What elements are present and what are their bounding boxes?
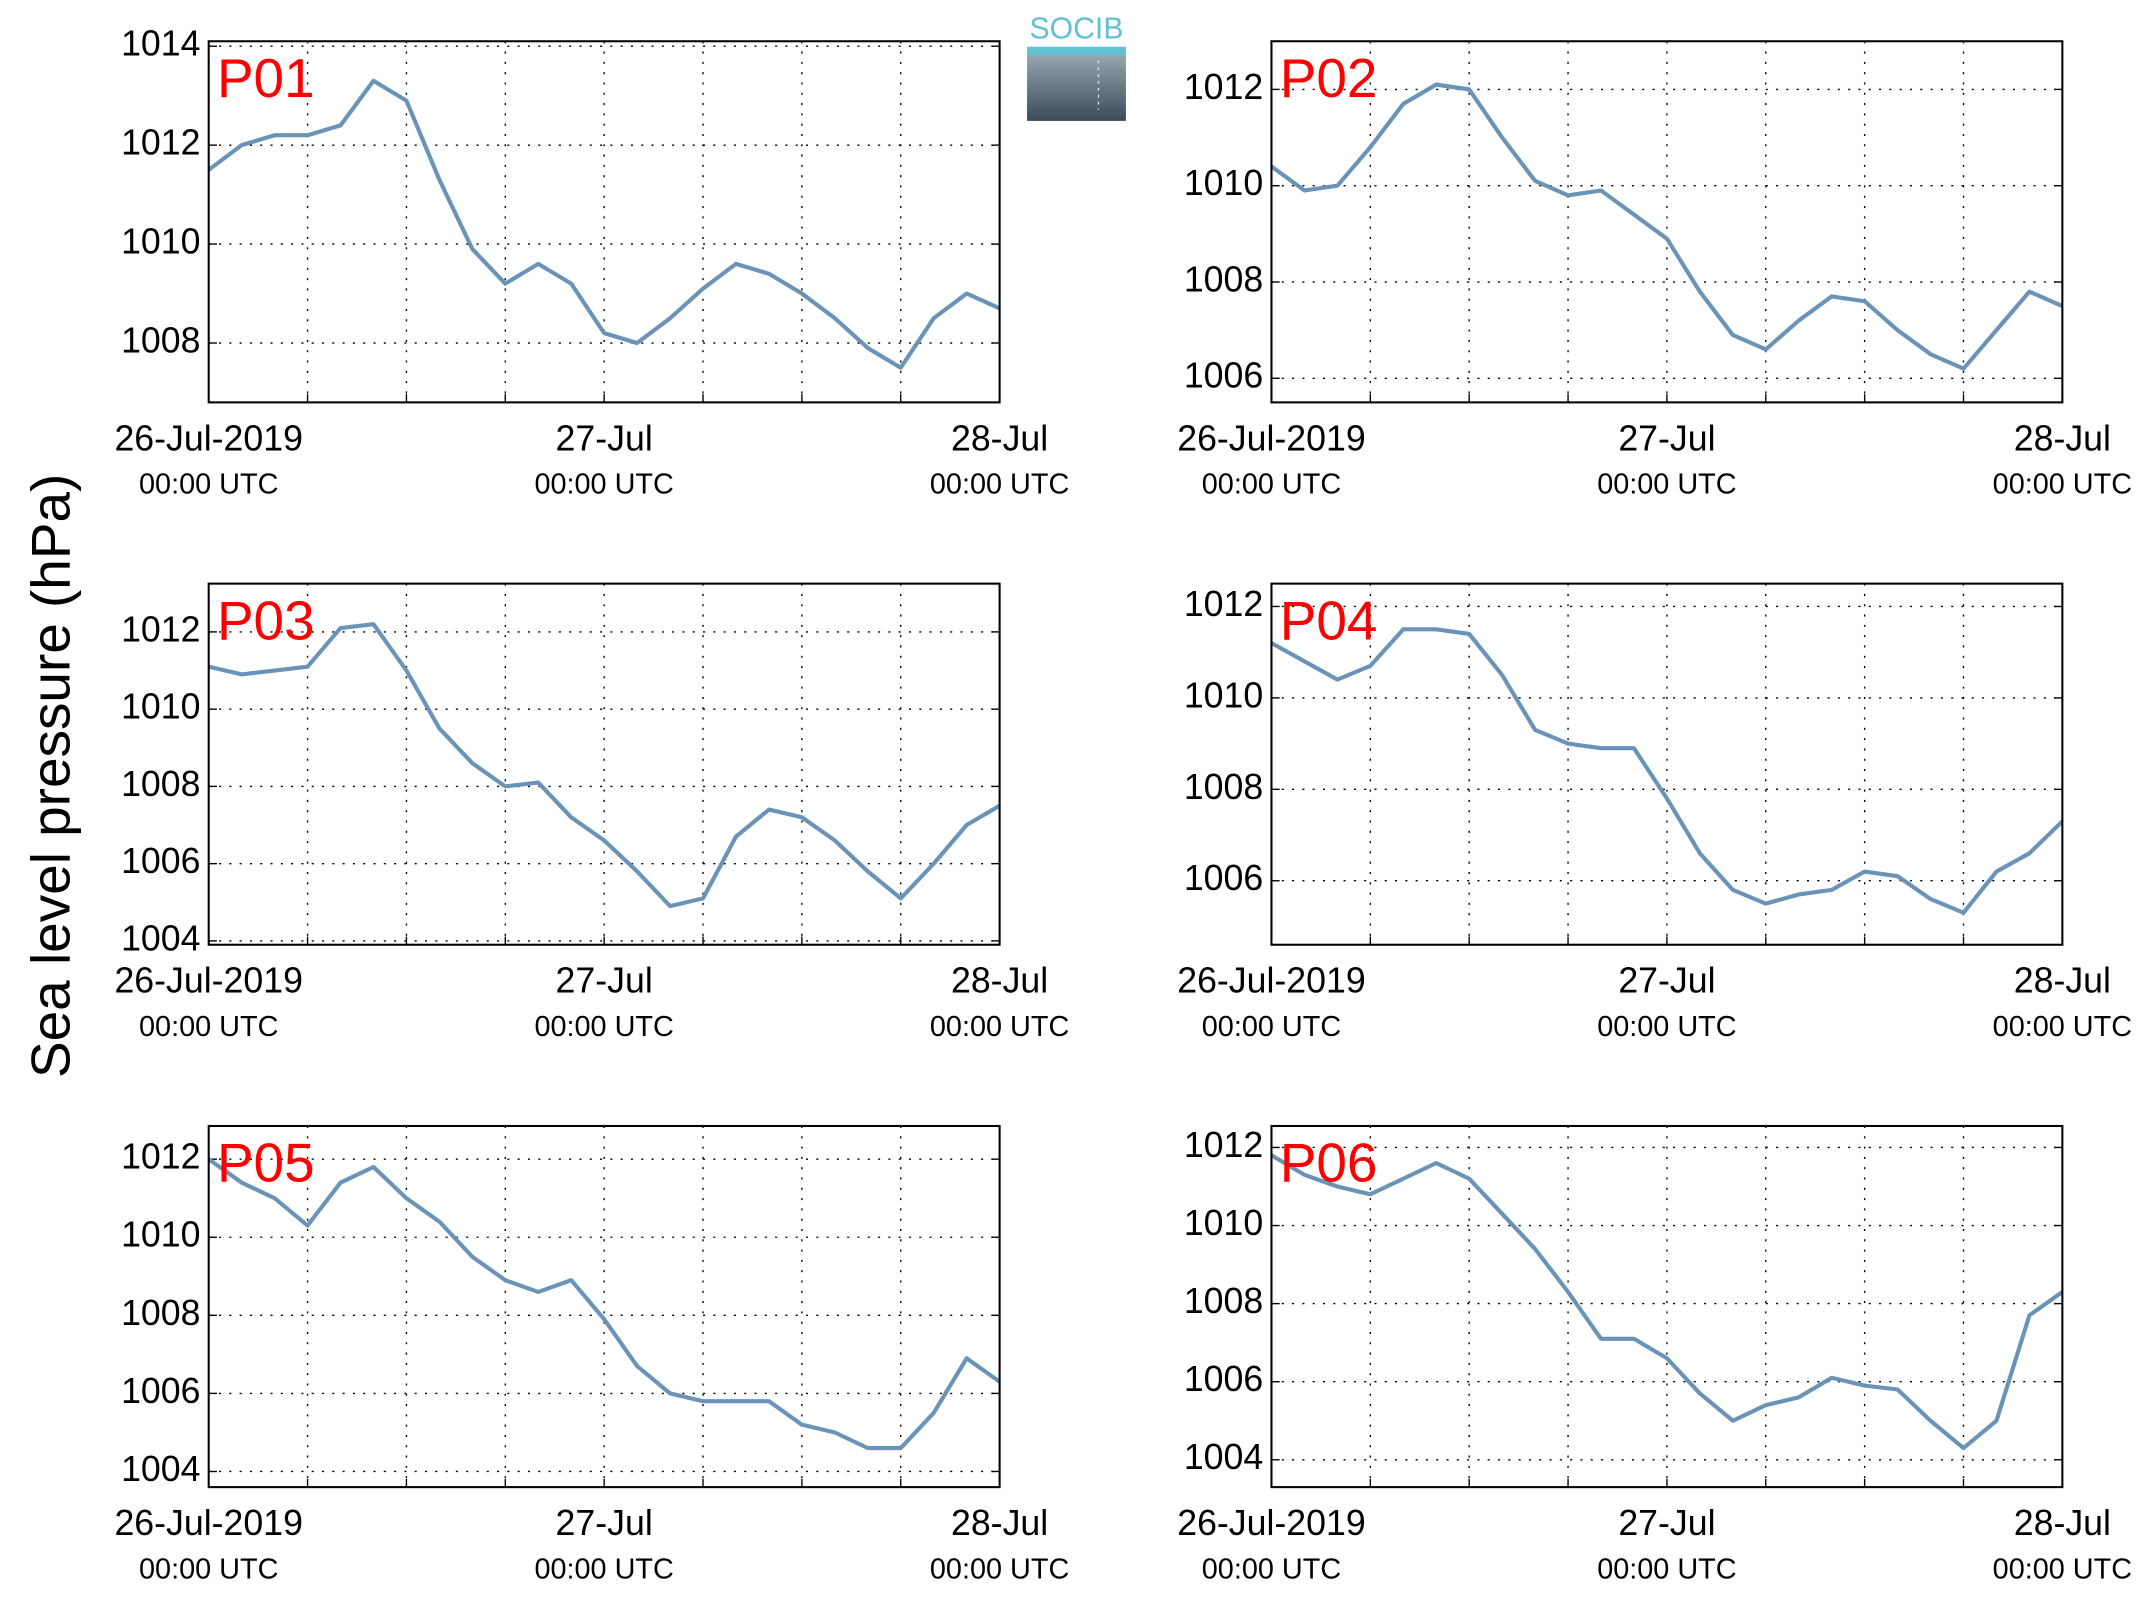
data-line	[208, 1157, 1000, 1451]
x-tick-label: 27-Jul	[556, 418, 653, 458]
x-tick-sublabel: 00:00 UTC	[1597, 469, 1736, 501]
y-tick-label: 1008	[121, 320, 200, 360]
x-tick-sublabel: 00:00 UTC	[1202, 469, 1341, 501]
x-tick-sublabel: 00:00 UTC	[1597, 1553, 1736, 1585]
y-tick-label: 1010	[121, 1215, 200, 1255]
y-tick-label: 1010	[1184, 1203, 1263, 1243]
y-tick-label: 1012	[1184, 584, 1263, 624]
y-tick-label: 1004	[121, 1449, 200, 1489]
plot-frame	[1270, 1124, 2064, 1489]
y-tick-label: 1008	[121, 764, 200, 804]
x-tick-sublabel: 00:00 UTC	[930, 1011, 1069, 1043]
plot-frame	[207, 1124, 1001, 1489]
y-tick-label: 1006	[1184, 356, 1263, 396]
logo-band	[1027, 46, 1126, 55]
x-tick-sublabel: 00:00 UTC	[1597, 1011, 1736, 1043]
logo-block	[1027, 52, 1126, 121]
x-tick-label: 28-Jul	[951, 418, 1048, 458]
plot-frame	[1270, 582, 2064, 946]
y-tick-label: 1008	[1184, 1281, 1263, 1321]
x-tick-sublabel: 00:00 UTC	[534, 469, 673, 501]
x-tick-label: 27-Jul	[1618, 961, 1715, 1001]
plot-frame	[207, 40, 1001, 404]
x-tick-sublabel: 00:00 UTC	[930, 1553, 1069, 1585]
x-tick-label: 26-Jul-2019	[114, 961, 302, 1001]
y-tick-label: 1004	[121, 918, 200, 958]
x-tick-sublabel: 00:00 UTC	[139, 469, 278, 501]
x-tick-sublabel: 00:00 UTC	[1202, 1011, 1341, 1043]
y-tick-label: 1012	[1184, 1125, 1263, 1165]
x-tick-label: 26-Jul-2019	[1177, 961, 1365, 1001]
x-tick-sublabel: 00:00 UTC	[534, 1553, 673, 1585]
panel: 1008 1010 1012 1014 26-Jul-2019 00:00 UTC 27-J…	[114, 24, 1069, 501]
x-tick-label: 27-Jul	[1618, 1503, 1715, 1543]
y-tick-label: 1012	[121, 123, 200, 163]
y-tick-label: 1014	[121, 24, 200, 64]
y-tick-label: 1012	[121, 609, 200, 649]
x-tick-label: 27-Jul	[1618, 418, 1715, 458]
x-tick-label: 26-Jul-2019	[114, 1503, 302, 1543]
y-tick-label: 1006	[121, 1371, 200, 1411]
y-tick-label: 1010	[121, 687, 200, 727]
x-tick-label: 28-Jul	[951, 1503, 1048, 1543]
x-tick-label: 27-Jul	[556, 961, 653, 1001]
x-tick-sublabel: 00:00 UTC	[1993, 1553, 2132, 1585]
panel-annotation: P04	[1280, 589, 1378, 651]
x-tick-label: 26-Jul-2019	[1177, 418, 1365, 458]
y-tick-label: 1006	[1184, 1359, 1263, 1399]
panel-annotation: P01	[217, 47, 315, 109]
data-line	[1271, 627, 2063, 915]
x-tick-sublabel: 00:00 UTC	[1993, 469, 2132, 501]
y-tick-label: 1008	[121, 1293, 200, 1333]
plot-frame	[207, 582, 1001, 946]
logo: SOCIB	[1027, 12, 1126, 121]
y-tick-label: 1010	[121, 222, 200, 262]
y-tick-label: 1012	[1184, 67, 1263, 107]
x-tick-sublabel: 00:00 UTC	[930, 469, 1069, 501]
x-tick-sublabel: 00:00 UTC	[1993, 1011, 2132, 1043]
data-line	[1271, 82, 2063, 371]
x-tick-sublabel: 00:00 UTC	[534, 1011, 673, 1043]
y-tick-label: 1008	[1184, 259, 1263, 299]
panel-annotation: P05	[217, 1132, 315, 1194]
data-line	[1271, 1153, 2063, 1451]
x-tick-label: 28-Jul	[2014, 961, 2111, 1001]
panel: 1004 1006 1008 1010 1012 26-Jul-2019 00:00 UTC…	[114, 582, 1069, 1043]
y-tick-label: 1004	[1184, 1437, 1263, 1477]
y-tick-label: 1012	[121, 1137, 200, 1177]
y-tick-label: 1010	[1184, 675, 1263, 715]
x-tick-label: 28-Jul	[2014, 418, 2111, 458]
y-tick-label: 1008	[1184, 767, 1263, 807]
y-tick-label: 1006	[121, 841, 200, 881]
panel: 1004 1006 1008 1010 1012 26-Jul-2019 00:00 UTC…	[114, 1124, 1069, 1585]
panel: 1006 1008 1010 1012 26-Jul-2019 00:00 UTC 27-J…	[1177, 582, 2132, 1043]
x-tick-sublabel: 00:00 UTC	[1202, 1553, 1341, 1585]
x-tick-sublabel: 00:00 UTC	[139, 1553, 278, 1585]
y-tick-label: 1010	[1184, 163, 1263, 203]
x-tick-label: 26-Jul-2019	[1177, 1503, 1365, 1543]
x-tick-label: 27-Jul	[556, 1503, 653, 1543]
panel: 1006 1008 1010 1012 26-Jul-2019 00:00 UTC 27-J…	[1177, 40, 2132, 501]
plot-frame	[1270, 40, 2064, 404]
x-tick-label: 28-Jul	[951, 961, 1048, 1001]
panel: 1004 1006 1008 1010 1012 26-Jul-2019 00:00 UTC…	[1177, 1125, 2132, 1586]
logo-text: SOCIB	[1030, 12, 1124, 45]
x-tick-label: 26-Jul-2019	[114, 418, 302, 458]
x-tick-sublabel: 00:00 UTC	[139, 1011, 278, 1043]
x-tick-label: 28-Jul	[2014, 1503, 2111, 1543]
y-tick-label: 1006	[1184, 858, 1263, 898]
panel-annotation: P03	[217, 589, 315, 651]
panel-annotation: P02	[1280, 47, 1378, 109]
y-axis-label: Sea level pressure (hPa)	[19, 474, 81, 1078]
data-line	[208, 78, 1000, 370]
panel-annotation: P06	[1280, 1132, 1378, 1194]
data-line	[208, 622, 1000, 909]
